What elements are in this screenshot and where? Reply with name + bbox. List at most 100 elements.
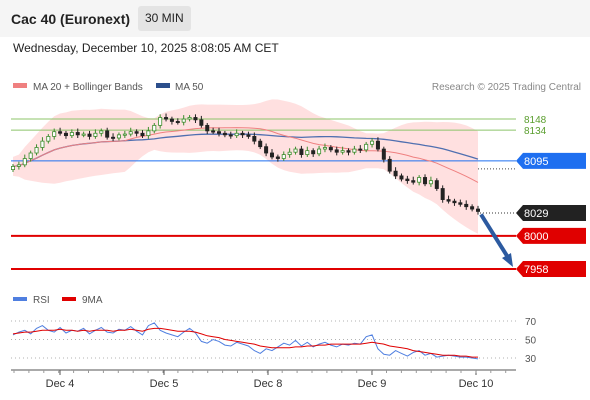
- candle-body: [387, 158, 392, 172]
- level-label-8095: 8095: [524, 156, 548, 168]
- candle-body: [428, 180, 433, 185]
- candle-body: [128, 131, 133, 135]
- candle-body: [228, 134, 233, 137]
- candle-body: [58, 131, 63, 134]
- candle-body: [293, 148, 298, 153]
- candle-body: [317, 148, 322, 155]
- rsi-line: [12, 322, 479, 360]
- rsi-tick-30: 30: [525, 354, 537, 365]
- candle-body: [393, 170, 398, 177]
- level-label-8000: 8000: [524, 231, 548, 243]
- legend-swatch-ma50: [156, 83, 170, 88]
- candle-body: [122, 133, 127, 136]
- candle-body: [134, 131, 139, 134]
- candle-body: [275, 156, 280, 159]
- legend-swatch-9ma: [62, 297, 76, 301]
- candle-body: [328, 147, 333, 151]
- candle-body: [205, 124, 210, 132]
- candle-body: [405, 178, 410, 182]
- rsi-tick-50: 50: [525, 336, 537, 347]
- level-box-8029: [516, 205, 586, 221]
- candle-body: [381, 148, 386, 160]
- candle-body: [258, 140, 263, 148]
- candle-body: [105, 130, 110, 138]
- credit-text: Research © 2025 Trading Central: [432, 82, 581, 93]
- candle-body: [240, 132, 245, 136]
- candle-body: [87, 133, 92, 137]
- legend-ma20-label: MA 20 + Bollinger Bands: [33, 82, 143, 93]
- candle-body: [305, 150, 310, 155]
- candle-body: [475, 208, 480, 212]
- rsi-9ma-line: [12, 327, 478, 358]
- candle-body: [358, 148, 363, 151]
- x-tick-label: Dec 4: [46, 378, 75, 390]
- candle-body: [287, 151, 292, 155]
- candle-body: [222, 132, 227, 136]
- level-label-8134: 8134: [524, 126, 547, 137]
- candle-body: [199, 119, 204, 126]
- candle-body: [246, 134, 251, 137]
- x-tick-label: Dec 9: [358, 378, 387, 390]
- candle-body: [69, 132, 74, 137]
- candle-body: [81, 133, 86, 136]
- candle-body: [164, 117, 169, 120]
- level-box-7958: [516, 261, 586, 278]
- candle-body: [175, 121, 180, 124]
- candle-body: [364, 143, 369, 151]
- candle-body: [217, 131, 222, 134]
- candle-body: [470, 206, 475, 210]
- candle-body: [370, 140, 375, 145]
- candle-body: [464, 203, 469, 208]
- x-tick-label: Dec 10: [459, 378, 494, 390]
- candle-body: [411, 180, 416, 183]
- candle-body: [252, 136, 257, 142]
- level-label-8148: 8148: [524, 115, 547, 126]
- candle-body: [352, 148, 357, 153]
- candle-body: [234, 132, 239, 137]
- chart-header: [0, 0, 590, 37]
- candle-body: [340, 150, 345, 153]
- candle-body: [152, 124, 157, 132]
- candle-body: [46, 136, 51, 142]
- candle-body: [28, 152, 33, 159]
- level-label-8029: 8029: [524, 208, 548, 220]
- candle-body: [281, 154, 286, 159]
- timeframe-badge[interactable]: 30 MIN: [138, 6, 191, 31]
- level-label-7958: 7958: [524, 264, 548, 276]
- candle-body: [34, 147, 39, 154]
- x-tick-label: Dec 5: [150, 378, 179, 390]
- projection-arrow: [479, 213, 511, 261]
- candle-body: [346, 150, 351, 153]
- ma20-line: [12, 127, 479, 183]
- candle-body: [158, 117, 163, 126]
- x-tick-label: Dec 8: [254, 378, 283, 390]
- level-box-8000: [516, 227, 586, 244]
- candle-body: [140, 132, 145, 137]
- candle-body: [452, 200, 457, 204]
- candle-body: [211, 130, 216, 133]
- candle-body: [458, 202, 463, 205]
- candle-body: [10, 166, 15, 170]
- candle-body: [169, 118, 174, 122]
- projection-arrow-head: [502, 253, 513, 268]
- level-box-8095: [516, 152, 586, 169]
- candle-body: [63, 132, 68, 137]
- candle-body: [440, 188, 445, 200]
- candle-body: [322, 147, 327, 150]
- candle-body: [187, 117, 192, 120]
- candle-body: [399, 175, 404, 180]
- candle-body: [40, 140, 45, 148]
- legend-swatch-ma20: [13, 83, 27, 88]
- candle-body: [334, 149, 339, 153]
- candle-body: [264, 146, 269, 154]
- timestamp: Wednesday, December 10, 2025 8:08:05 AM …: [13, 41, 279, 55]
- candle-body: [311, 150, 316, 155]
- legend-rsi-label: RSI: [33, 295, 50, 306]
- candle-body: [299, 148, 304, 155]
- candle-body: [52, 131, 57, 137]
- candle-body: [22, 158, 27, 166]
- candle-body: [417, 177, 422, 183]
- candle-body: [111, 136, 116, 139]
- candle-body: [75, 132, 80, 136]
